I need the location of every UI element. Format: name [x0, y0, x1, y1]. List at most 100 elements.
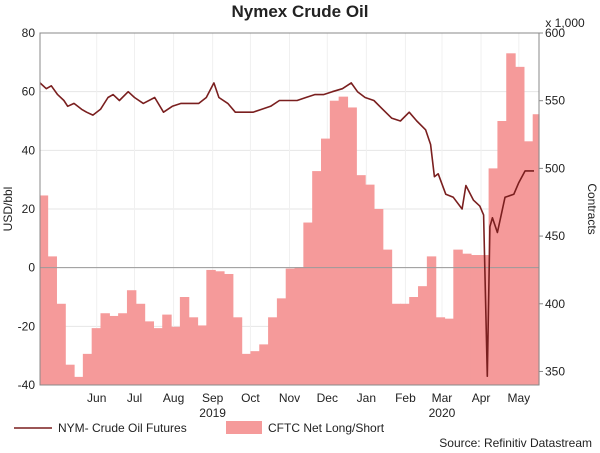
cftc-bar [82, 353, 93, 385]
source-note: Source: Refinitiv Datastream [439, 436, 592, 450]
left-tick-label: -20 [18, 319, 36, 333]
cftc-bar [382, 249, 393, 385]
cftc-bar [162, 314, 172, 385]
cftc-bar [294, 267, 304, 385]
cftc-bar [373, 209, 384, 385]
right-axis-multiplier: x 1,000 [545, 16, 585, 30]
cftc-bar [56, 303, 66, 385]
cftc-bar [479, 255, 490, 385]
cftc-bar [356, 175, 366, 385]
cftc-bar [347, 107, 357, 385]
plot-frame [39, 32, 540, 386]
cftc-bar [497, 121, 507, 385]
cftc-bar [179, 297, 190, 385]
cftc-bar [215, 271, 225, 385]
x-tick-label: Apr [472, 391, 491, 405]
left-tick-label: 40 [22, 143, 36, 157]
right-axis-ticks: 600 550 500 450 400 350 [539, 26, 565, 378]
x-tick-label: May [508, 391, 531, 405]
legend-line-label: NYM- Crude Oil Futures [58, 421, 187, 435]
cftc-bar [118, 313, 128, 385]
cftc-bar [259, 344, 269, 385]
cftc-bar [250, 351, 260, 385]
cftc-bar [409, 297, 419, 385]
x-tick-label: Dec [317, 391, 338, 405]
cftc-bar [206, 269, 216, 385]
cftc-bar [223, 273, 234, 385]
cftc-bar [365, 184, 375, 385]
cftc-bar [171, 326, 181, 385]
left-tick-label: -40 [18, 378, 36, 392]
cftc-bar [144, 321, 155, 385]
right-tick-label: 400 [545, 297, 565, 311]
cftc-bar [47, 256, 57, 385]
right-tick-label: 500 [545, 161, 565, 175]
cftc-bar [91, 328, 102, 385]
cftc-bar [241, 353, 252, 385]
x-tick-label: Jul [127, 391, 142, 405]
cftc-bar [400, 303, 410, 385]
right-tick-label: 550 [545, 94, 565, 108]
x-tick-label: Aug [163, 391, 184, 405]
cftc-bar [65, 364, 75, 385]
cftc-bar [268, 317, 278, 385]
x-tick-label: Mar [432, 391, 453, 405]
cftc-bar [391, 303, 401, 385]
x-tick-label: Oct [241, 391, 260, 405]
right-axis-label: Contracts [585, 183, 599, 234]
cftc-bar [532, 114, 540, 385]
x-tick-label: Jun [87, 391, 106, 405]
cftc-bar [321, 138, 331, 385]
chart-title: Nymex Crude Oil [232, 2, 369, 21]
cftc-bar [338, 96, 349, 385]
cftc-bar [197, 325, 207, 385]
left-tick-label: 80 [22, 26, 36, 40]
cftc-bar [153, 328, 163, 385]
right-tick-label: 600 [545, 26, 565, 40]
x-tick-label: Sep [202, 391, 224, 405]
x-tick-label: Nov [279, 391, 300, 405]
x-year-label: 2020 [429, 406, 456, 420]
cftc-bar [135, 303, 146, 385]
cftc-bar [40, 195, 49, 385]
legend-area-swatch [226, 421, 262, 434]
cftc-bar [109, 315, 119, 385]
cftc-bar [444, 318, 454, 385]
right-tick-label: 450 [545, 229, 565, 243]
left-tick-label: 0 [28, 261, 35, 275]
cftc-bar [453, 249, 463, 385]
cftc-bar [488, 168, 499, 385]
legend-area-label: CFTC Net Long/Short [268, 421, 385, 435]
cftc-bar [74, 376, 84, 385]
futures-series [39, 82, 534, 378]
cftc-series [40, 53, 540, 386]
x-tick-label: Feb [395, 391, 416, 405]
cftc-bar [100, 313, 110, 385]
cftc-bar [462, 253, 472, 385]
cftc-bar [126, 290, 137, 385]
cftc-bar [276, 298, 287, 385]
cftc-bar [426, 256, 437, 385]
cftc-bar [312, 171, 322, 385]
cftc-bar [418, 286, 428, 385]
left-axis-ticks: 80 60 40 20 0 -20 -40 [18, 26, 36, 392]
cftc-bar [523, 141, 534, 385]
right-tick-label: 350 [545, 364, 565, 378]
cftc-bar [506, 53, 516, 386]
cftc-bar [188, 317, 199, 385]
cftc-bar [232, 317, 243, 385]
cftc-bar [435, 317, 446, 385]
x-tick-label: Jan [357, 391, 376, 405]
cftc-bar [329, 100, 340, 385]
x-year-label: 2019 [199, 406, 226, 420]
cftc-bar [285, 268, 296, 385]
cftc-bar [470, 255, 481, 385]
left-tick-label: 20 [22, 202, 36, 216]
legend: NYM- Crude Oil Futures CFTC Net Long/Sho… [14, 421, 385, 435]
x-axis-ticks: Jun Jul Aug Sep Oct Nov Dec Jan Feb Mar Apr May 2019… [87, 391, 530, 420]
left-axis-label: USD/bbl [1, 187, 15, 232]
cftc-bar [303, 222, 313, 385]
cftc-bar [515, 66, 525, 385]
